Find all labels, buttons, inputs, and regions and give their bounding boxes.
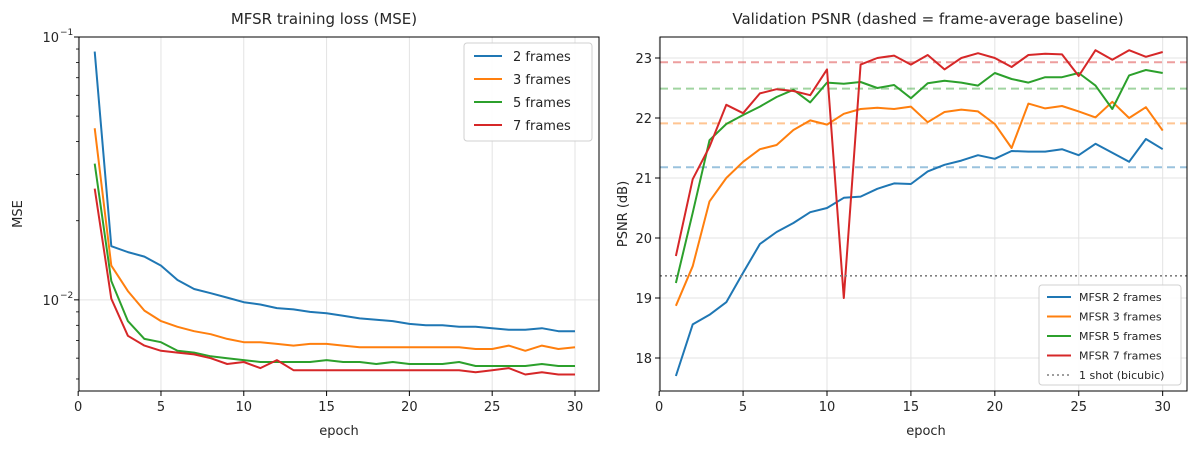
x-tick-label: 25 bbox=[484, 400, 501, 415]
legend-label: MFSR 7 frames bbox=[1079, 350, 1162, 363]
series-line bbox=[93, 128, 576, 352]
chart-left-y-label: MSE bbox=[11, 200, 26, 228]
chart-right-title: Validation PSNR (dashed = frame-average … bbox=[732, 10, 1123, 28]
legend-box bbox=[463, 42, 593, 142]
x-tick-label: 5 bbox=[157, 400, 165, 415]
series-line bbox=[93, 188, 575, 376]
legend-label: MFSR 3 frames bbox=[1079, 311, 1162, 324]
chart-right-plot-frame bbox=[659, 36, 1188, 392]
x-tick-label: 15 bbox=[903, 400, 920, 415]
x-tick-label: 30 bbox=[567, 400, 584, 415]
chart-left-legend: 2 frames 3 frames 5 frames 7 frames bbox=[463, 42, 593, 142]
y-tick-label: 18 bbox=[635, 352, 652, 367]
chart-left: MFSR training loss (MSE) 0 5 10 15 20 25 30 10… bbox=[11, 10, 600, 439]
y-tick-label: 10 bbox=[42, 31, 59, 46]
y-tick-label: 10 bbox=[42, 294, 59, 309]
series-line bbox=[93, 51, 575, 333]
series-line bbox=[674, 138, 1164, 377]
legend-label: 1 shot (bicubic) bbox=[1079, 369, 1164, 382]
chart-left-y-ticks: 10−110−2 bbox=[42, 28, 79, 380]
legend-label: 2 frames bbox=[513, 50, 571, 65]
x-tick-label: 5 bbox=[739, 400, 747, 415]
y-tick-exponent: −1 bbox=[60, 28, 73, 38]
y-tick-label: 19 bbox=[635, 292, 652, 307]
y-tick-label: 20 bbox=[635, 232, 652, 247]
chart-left-series bbox=[93, 51, 576, 376]
legend-label: 5 frames bbox=[513, 96, 571, 111]
chart-right-legend: MFSR 2 frames MFSR 3 frames MFSR 5 frames M… bbox=[1038, 284, 1182, 386]
chart-left-title: MFSR training loss (MSE) bbox=[231, 10, 417, 28]
legend-label: MFSR 5 frames bbox=[1079, 330, 1162, 343]
legend-label: MFSR 2 frames bbox=[1079, 291, 1162, 304]
y-tick-label: 21 bbox=[635, 172, 652, 187]
y-tick-label: 23 bbox=[635, 52, 652, 67]
x-tick-label: 0 bbox=[74, 400, 82, 415]
series-line bbox=[93, 163, 575, 367]
x-tick-label: 10 bbox=[236, 400, 253, 415]
series-line bbox=[674, 69, 1163, 284]
chart-right-y-label: PSNR (dB) bbox=[616, 181, 631, 247]
chart-right: Validation PSNR (dashed = frame-average … bbox=[616, 10, 1188, 439]
chart-right-x-ticks: 0 5 10 15 20 25 30 bbox=[655, 391, 1171, 415]
series-line bbox=[674, 100, 1164, 307]
chart-left-plot-frame bbox=[78, 36, 600, 392]
chart-left-x-label: epoch bbox=[319, 424, 359, 439]
legend-label: 7 frames bbox=[513, 119, 571, 134]
chart-right-y-ticks: 18 19 20 21 22 23 bbox=[635, 52, 660, 367]
x-tick-label: 10 bbox=[819, 400, 836, 415]
legend-label: 3 frames bbox=[513, 73, 571, 88]
x-tick-label: 20 bbox=[987, 400, 1004, 415]
y-tick-exponent: −2 bbox=[60, 291, 73, 301]
x-tick-label: 25 bbox=[1070, 400, 1087, 415]
x-tick-label: 0 bbox=[655, 400, 663, 415]
chart-left-x-ticks: 0 5 10 15 20 25 30 bbox=[74, 391, 583, 415]
x-tick-label: 15 bbox=[318, 400, 335, 415]
chart-right-series bbox=[660, 49, 1187, 377]
y-tick-label: 22 bbox=[635, 112, 652, 127]
legend-box bbox=[1038, 284, 1182, 386]
x-tick-label: 20 bbox=[401, 400, 418, 415]
x-tick-label: 30 bbox=[1154, 400, 1171, 415]
series-line bbox=[674, 49, 1163, 299]
chart-right-x-label: epoch bbox=[906, 424, 946, 439]
chart-right-baselines bbox=[660, 61, 1187, 169]
